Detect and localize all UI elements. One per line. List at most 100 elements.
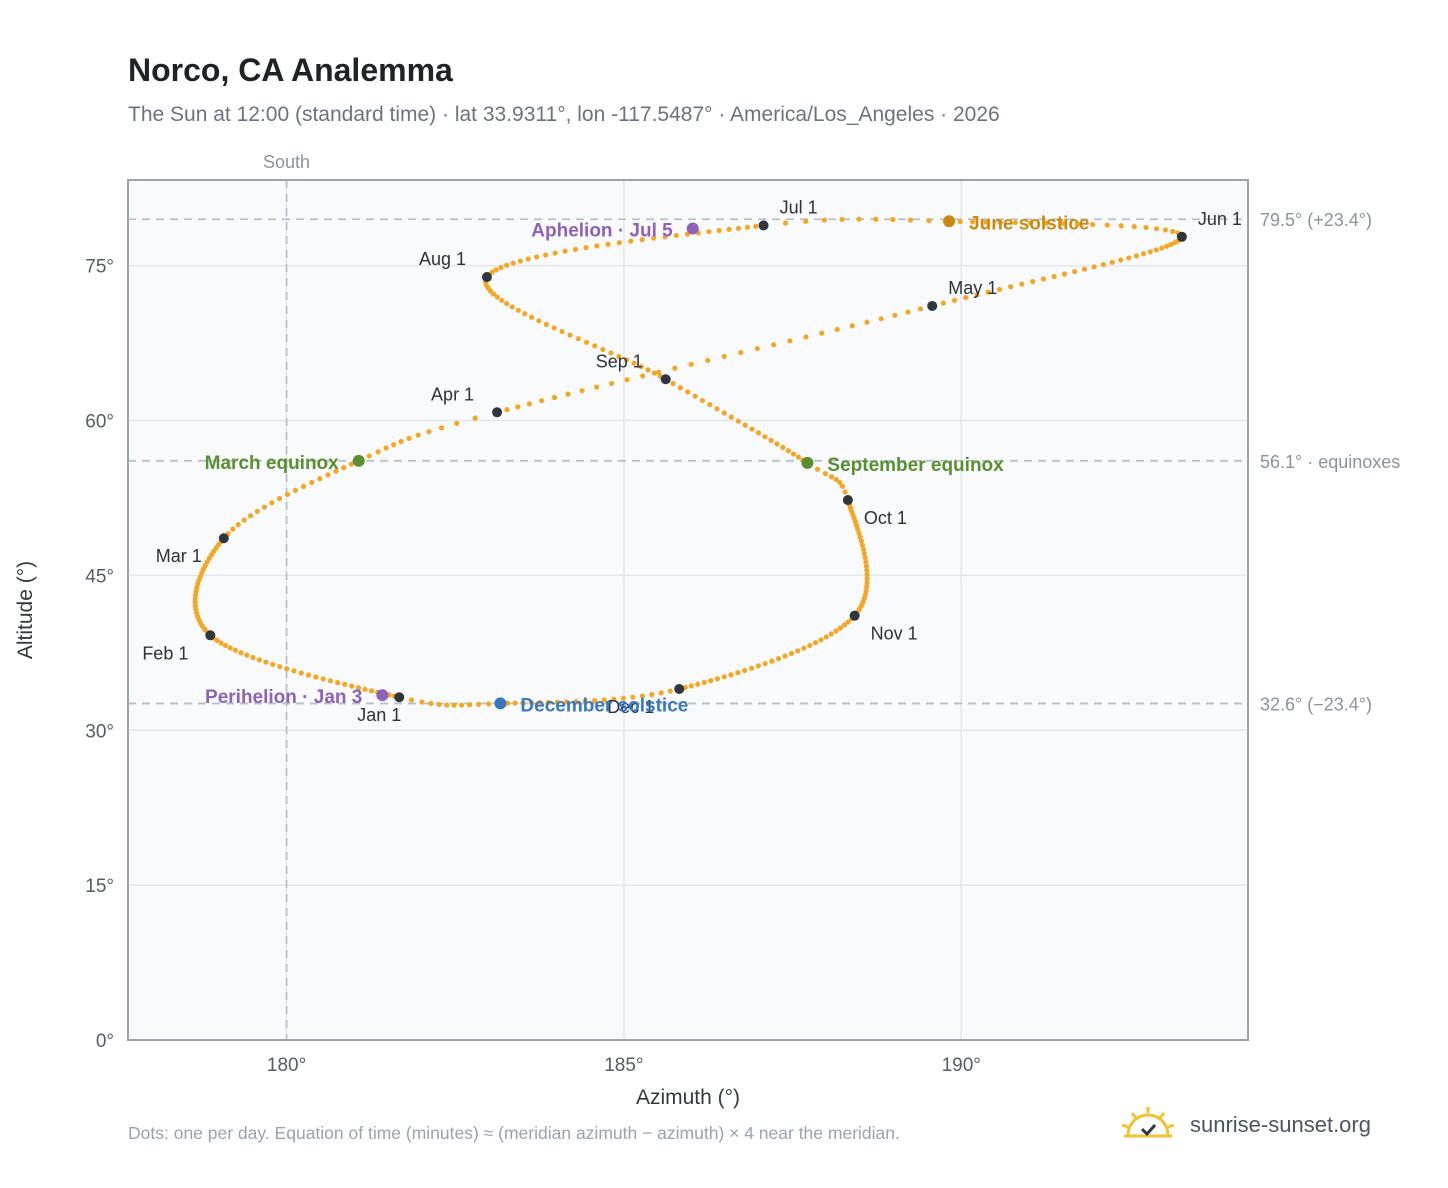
- daily-sun-dot: [728, 672, 734, 678]
- daily-sun-dot: [543, 252, 549, 258]
- daily-sun-dot: [834, 326, 840, 333]
- daily-sun-dot: [575, 336, 581, 342]
- event-label: September equinox: [827, 455, 1004, 476]
- chart-subtitle: The Sun at 12:00 (standard time) · lat 3…: [128, 103, 1000, 126]
- daily-sun-dot: [828, 474, 835, 480]
- daily-sun-dot: [467, 702, 473, 708]
- daily-sun-dot: [342, 681, 348, 687]
- chart-title: Norco, CA Analemma: [128, 52, 453, 88]
- daily-sun-dot: [1043, 220, 1049, 226]
- daily-sun-dot: [656, 369, 662, 375]
- y-axis-title: Altitude (°): [14, 561, 37, 659]
- daily-sun-dot: [499, 297, 505, 303]
- daily-sun-dot: [983, 219, 989, 225]
- daily-sun-dot: [515, 307, 521, 313]
- daily-sun-dot: [436, 701, 442, 708]
- event-marker-dot: [943, 215, 956, 228]
- daily-sun-dot: [771, 342, 777, 348]
- daily-sun-dot: [1162, 227, 1169, 233]
- month-marker-label: Dec 1: [607, 697, 654, 717]
- daily-sun-dot: [583, 245, 589, 251]
- event-label: June solstice: [969, 213, 1089, 234]
- daily-sun-dot: [1153, 226, 1160, 232]
- daily-sun-dot: [749, 426, 755, 432]
- daily-sun-dot: [1140, 251, 1147, 257]
- daily-sun-dot: [300, 483, 307, 489]
- daily-sun-dot: [276, 495, 283, 502]
- daily-sun-dot: [878, 316, 884, 322]
- brand[interactable]: sunrise-sunset.org: [1120, 1100, 1371, 1150]
- daily-sun-dot: [782, 220, 789, 226]
- daily-sun-dot: [305, 672, 312, 678]
- daily-sun-dot: [545, 699, 552, 706]
- daily-sun-dot: [769, 658, 775, 664]
- x-tick-label: 190°: [942, 1055, 981, 1076]
- daily-sun-dot: [269, 500, 275, 506]
- daily-sun-dot: [701, 679, 707, 686]
- daily-sun-dot: [232, 647, 239, 653]
- daily-sun-dot: [498, 264, 504, 271]
- daily-sun-dot: [1109, 259, 1115, 265]
- month-marker-dot: [218, 533, 229, 544]
- event-label: December solstice: [520, 695, 688, 716]
- daily-sun-dot: [292, 487, 299, 493]
- daily-sun-dot: [862, 555, 868, 561]
- daily-sun-dot: [235, 522, 241, 528]
- daily-sun-dot: [658, 690, 664, 696]
- daily-sun-dot: [801, 645, 807, 651]
- daily-sun-dot: [785, 448, 791, 454]
- daily-sun-dot: [494, 294, 500, 300]
- daily-sun-dot: [1118, 223, 1124, 229]
- daily-sun-dot: [1147, 249, 1153, 255]
- daily-sun-dot: [525, 256, 531, 262]
- month-marker-label: Mar 1: [156, 546, 202, 566]
- daily-sun-dot: [774, 441, 780, 447]
- daily-sun-dot: [873, 216, 879, 222]
- daily-sun-dot: [1131, 224, 1137, 230]
- daily-sun-dot: [368, 688, 375, 694]
- daily-sun-dot: [554, 699, 561, 705]
- daily-sun-dot: [728, 414, 734, 420]
- daily-sun-dot: [1153, 247, 1159, 253]
- month-marker-label: Jul 1: [780, 197, 818, 217]
- daily-sun-dot: [317, 476, 323, 482]
- daily-sun-dot: [819, 330, 825, 336]
- daily-sun-dot: [620, 695, 626, 701]
- daily-sun-dot: [685, 389, 691, 395]
- daily-sun-dot: [985, 289, 991, 295]
- daily-sun-dot: [594, 384, 600, 390]
- month-marker-dot: [758, 220, 769, 231]
- altitude-reference-label: 32.6° (−23.4°): [1260, 694, 1372, 714]
- daily-sun-dot: [662, 234, 668, 240]
- daily-sun-dot: [742, 422, 748, 428]
- daily-sun-dot: [688, 361, 694, 367]
- daily-sun-dot: [670, 380, 676, 387]
- daily-sun-dot: [892, 312, 898, 318]
- daily-sun-dot: [517, 258, 523, 264]
- south-label: South: [263, 152, 310, 172]
- daily-sun-dot: [1059, 220, 1065, 227]
- month-marker-label: May 1: [948, 278, 997, 298]
- daily-sun-dot: [957, 218, 963, 225]
- daily-sun-dot: [490, 291, 497, 297]
- daily-sun-dot: [860, 546, 867, 552]
- daily-sun-dot: [649, 691, 655, 698]
- daily-sun-dot: [247, 513, 254, 519]
- month-marker-label: Oct 1: [864, 508, 907, 528]
- daily-sun-dot: [559, 328, 565, 335]
- daily-sun-dot: [459, 702, 465, 708]
- month-marker-dot: [674, 683, 685, 694]
- daily-sun-dot: [803, 218, 809, 224]
- daily-sun-dot: [833, 476, 839, 483]
- daily-sun-dot: [858, 538, 864, 544]
- daily-sun-dot: [238, 650, 244, 656]
- daily-sun-dot: [735, 670, 741, 676]
- daily-sun-dot: [1040, 276, 1047, 282]
- daily-sun-dot: [721, 674, 727, 680]
- daily-sun-dot: [1012, 219, 1018, 226]
- daily-sun-dot: [298, 670, 304, 676]
- daily-sun-dot: [313, 674, 319, 680]
- daily-sun-dot: [454, 420, 460, 426]
- daily-sun-dot: [738, 349, 744, 356]
- daily-sun-dot: [863, 563, 870, 569]
